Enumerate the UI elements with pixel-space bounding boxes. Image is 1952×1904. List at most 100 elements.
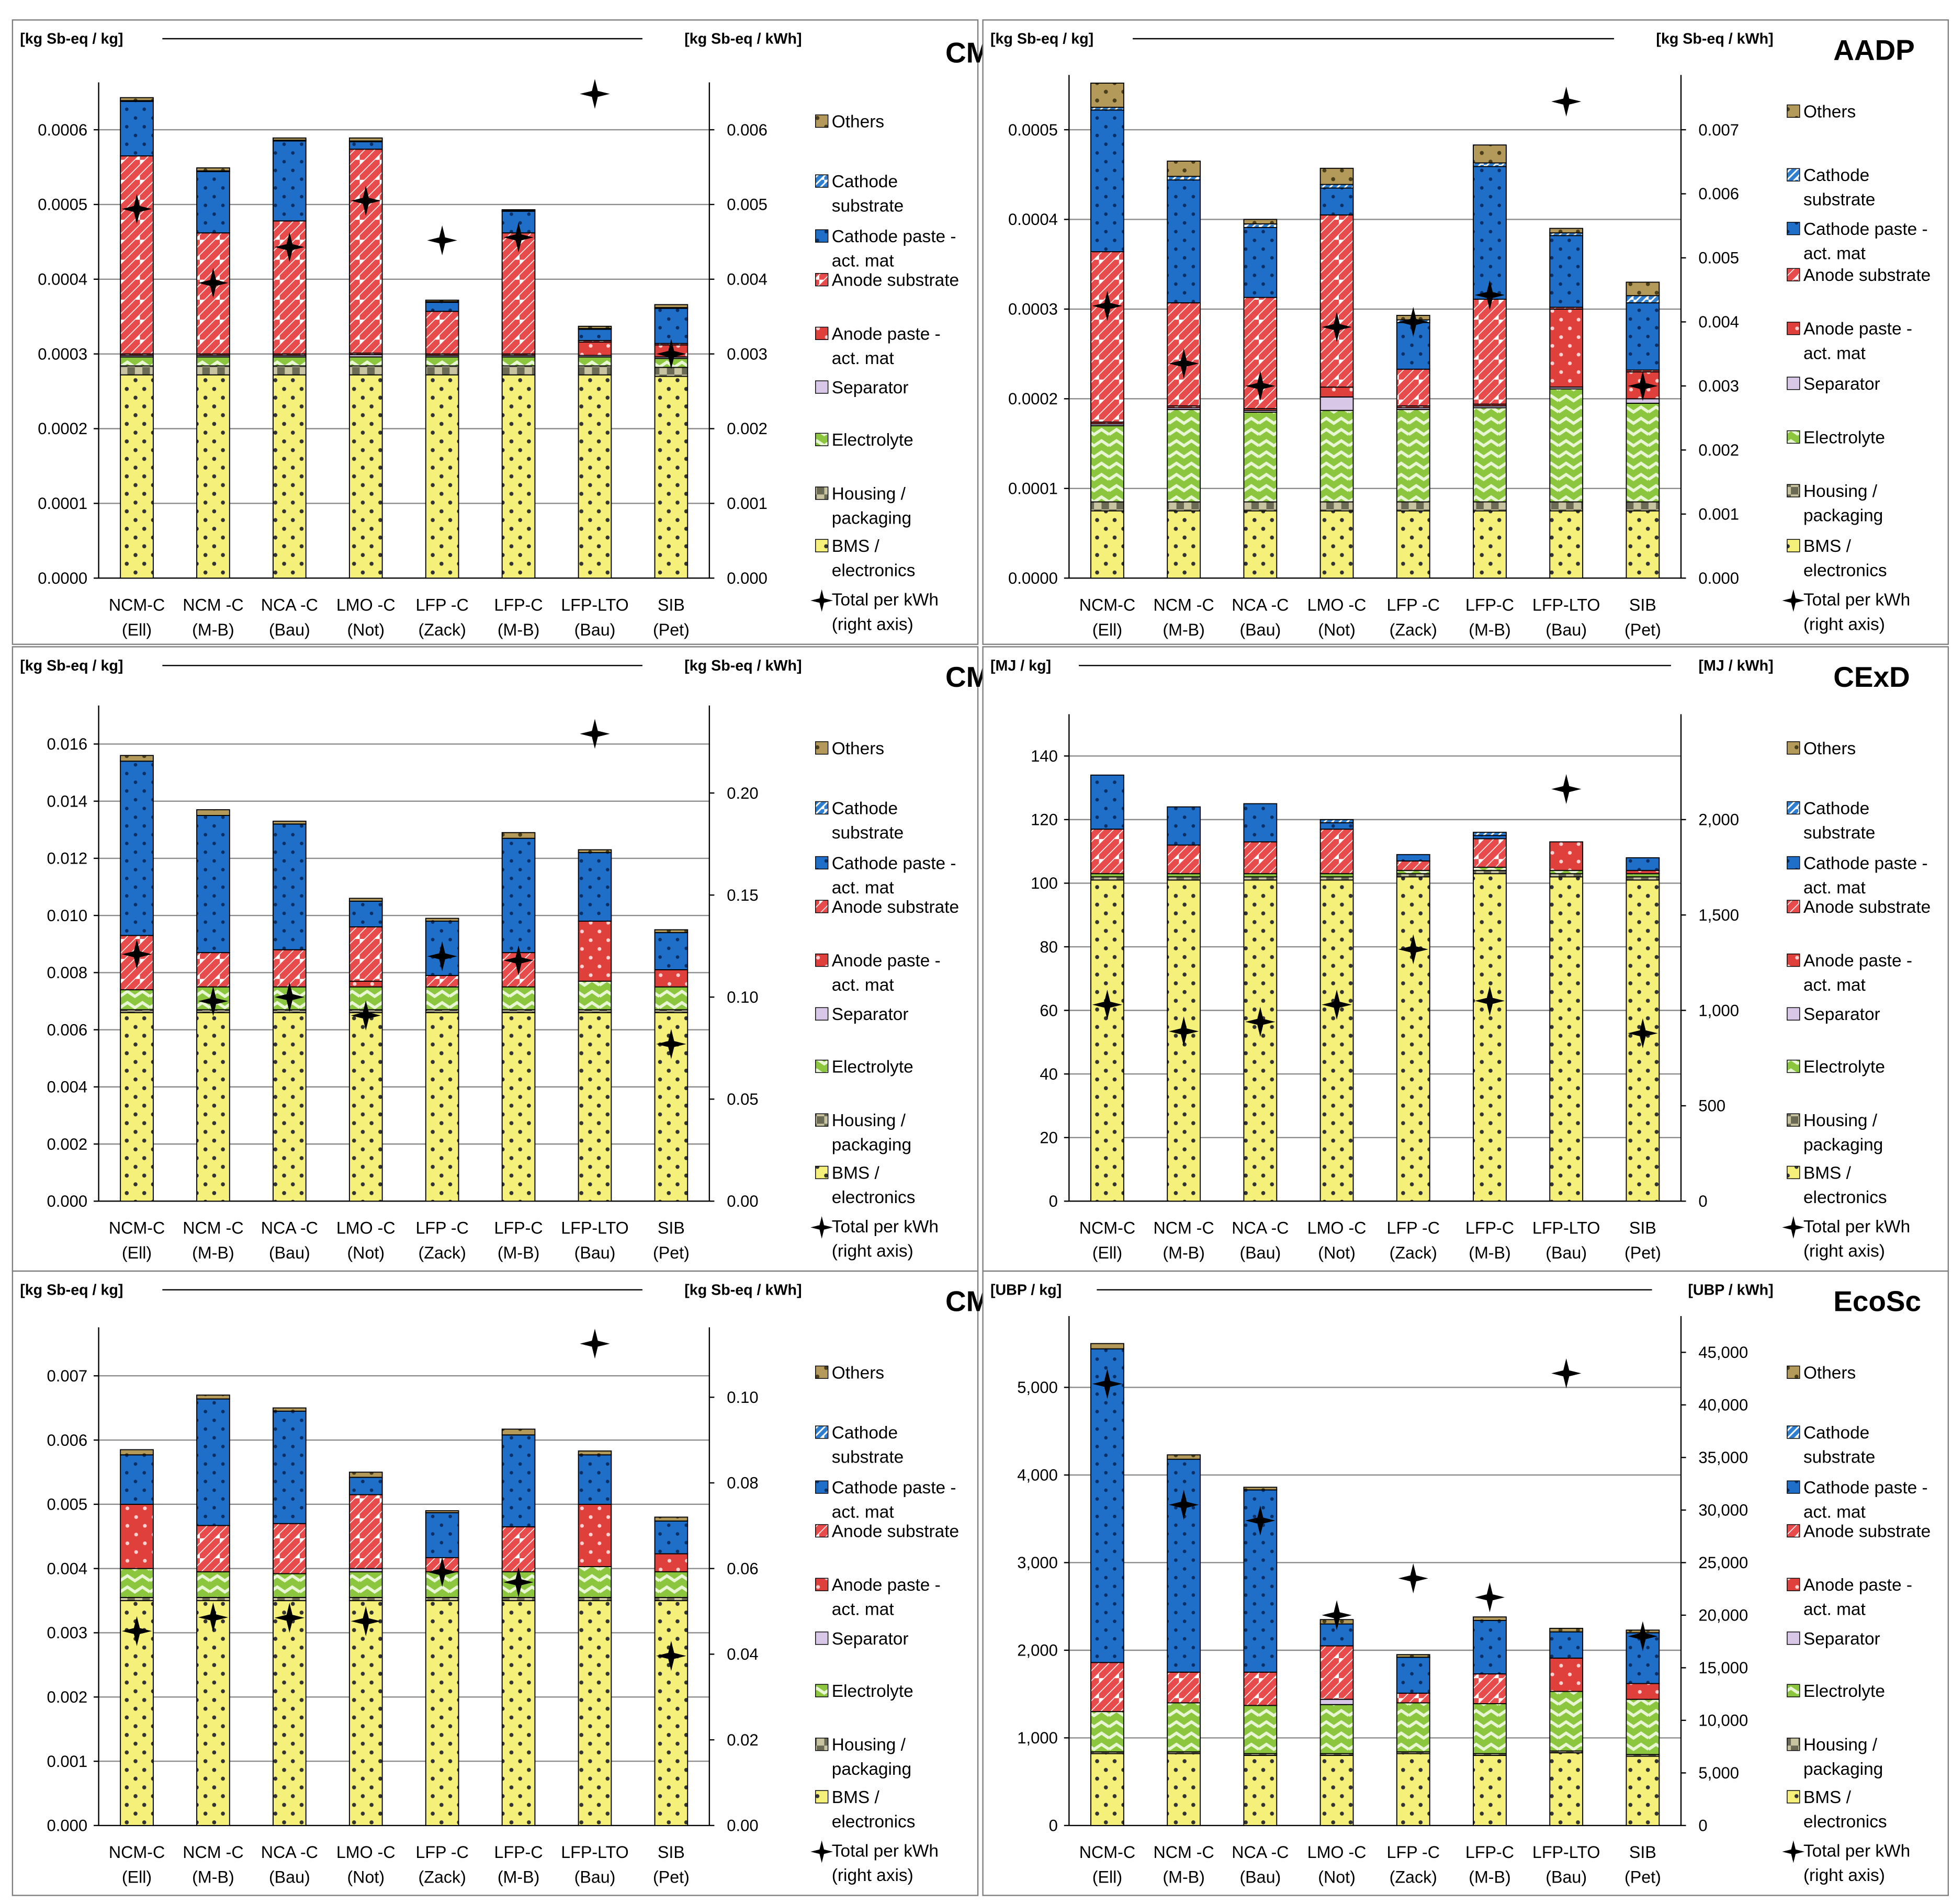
bar-segment-bms — [1549, 510, 1584, 579]
y-left-tick-label: 0.0004 — [1008, 210, 1058, 229]
bar-segment-cathode-paste — [1167, 179, 1201, 303]
x-tick-label: NCM-C — [109, 1843, 165, 1862]
bar-segment-anode-substrate — [1473, 1673, 1507, 1705]
y-right-tick-label: 0.02 — [727, 1731, 758, 1749]
x-tick-label: LMO -C — [336, 1218, 396, 1237]
x-tick-sublabel: (Ell) — [122, 620, 152, 639]
total-per-kwh-marker — [656, 1641, 686, 1671]
legend-label-anode-substrate: Anode substrate — [832, 271, 959, 290]
legend-label-electrolyte: Electrolyte — [1803, 1682, 1885, 1701]
bar-segment-others — [425, 917, 459, 922]
y-right-tick-label: 0.002 — [1698, 441, 1739, 459]
x-tick-sublabel: (M-B) — [1469, 1868, 1511, 1887]
y-right-tick-label: 30,000 — [1698, 1501, 1748, 1520]
x-tick-sublabel: (Bau) — [269, 620, 310, 639]
y-right-tick-label: 0.10 — [727, 1388, 758, 1407]
x-tick-sublabel: (Bau) — [574, 620, 616, 639]
bar-segment-cathode-paste — [196, 171, 230, 234]
right-axis-unit-label: [kg Sb-eq / kWh] — [684, 1282, 802, 1298]
bar-segment-anode-paste — [1626, 1683, 1660, 1700]
legend-swatch-others — [1787, 104, 1800, 118]
x-tick-sublabel: (Bau) — [1239, 620, 1281, 639]
total-per-kwh-marker — [1169, 1016, 1199, 1047]
x-tick-sublabel: (Bau) — [1239, 1243, 1281, 1262]
x-tick-label: LFP-LTO — [1532, 1218, 1600, 1237]
bar-segment-cathode-paste — [273, 1410, 307, 1524]
x-tick-label: SIB — [658, 1218, 685, 1237]
y-left-tick-label: 0.0000 — [38, 569, 87, 587]
x-tick-label: NCM -C — [1153, 595, 1214, 614]
legend-label-bms: BMS / — [832, 1163, 880, 1183]
bar-segment-electrolyte — [1396, 409, 1430, 503]
total-per-kwh-marker — [427, 941, 457, 971]
x-tick-sublabel: (M-B) — [192, 620, 234, 639]
x-tick-sublabel: (Ell) — [122, 1868, 152, 1887]
x-tick-label: NCM -C — [1153, 1218, 1214, 1237]
bar-segment-cathode-substrate — [1319, 819, 1354, 823]
x-tick-sublabel: (Bau) — [574, 1868, 616, 1887]
legend-swatch-others — [815, 114, 829, 128]
legend-label-cathode-paste: act. mat — [1803, 1502, 1866, 1522]
bar-segment-bms — [1626, 510, 1660, 579]
x-tick-label: LFP-C — [494, 1843, 543, 1862]
legend-label-bms: electronics — [1803, 1188, 1887, 1207]
bar-segment-cathode-paste — [120, 100, 154, 157]
y-right-tick-label: 0.000 — [1698, 569, 1739, 587]
y-right-tick-label: 0.15 — [727, 886, 758, 904]
x-tick-label: LFP-C — [1465, 1218, 1514, 1237]
legend-label-anode-paste: Anode paste - — [1803, 320, 1912, 339]
bar-segment-anode-substrate — [348, 149, 383, 354]
legend-swatch-separator — [1787, 377, 1800, 390]
legend-swatch-total — [1782, 1216, 1805, 1239]
legend-swatch-cathode-substrate — [815, 174, 829, 188]
total-per-kwh-marker — [1398, 1563, 1428, 1594]
total-per-kwh-marker — [1092, 1368, 1123, 1399]
bar-segment-housing — [1473, 501, 1507, 512]
x-tick-label: NCM -C — [183, 1843, 243, 1862]
y-left-tick-label: 0.0001 — [1008, 480, 1058, 498]
y-right-tick-label: 0.003 — [1698, 377, 1739, 395]
bar-segment-bms — [1473, 1754, 1507, 1826]
legend-swatch-anode-paste — [815, 326, 829, 341]
bar-segment-bms — [1090, 1753, 1124, 1826]
y-right-tick-label: 0.04 — [727, 1645, 758, 1663]
legend-swatch-cathode-substrate — [1787, 168, 1800, 182]
x-tick-sublabel: (M-B) — [192, 1868, 234, 1887]
y-left-tick-label: 0.012 — [47, 849, 87, 868]
total-per-kwh-marker — [274, 982, 304, 1012]
y-right-tick-label: 1,000 — [1698, 1001, 1739, 1019]
bar-segment-cathode-paste — [120, 1454, 154, 1505]
bar-segment-cathode-paste — [1167, 806, 1201, 846]
y-left-tick-label: 2,000 — [1017, 1641, 1058, 1660]
x-tick-sublabel: (Not) — [347, 1868, 385, 1887]
y-left-tick-label: 0.006 — [47, 1431, 87, 1449]
bar-segment-housing — [273, 365, 307, 376]
legend-label-housing: Housing / — [832, 484, 906, 504]
x-tick-sublabel: (Bau) — [1545, 620, 1587, 639]
bar-segment-cathode-substrate — [1167, 176, 1201, 180]
legend-label-others: Others — [832, 112, 884, 131]
x-tick-sublabel: (Ell) — [1092, 1243, 1122, 1262]
y-left-tick-label: 0.0006 — [38, 121, 87, 139]
bar-segment-bms — [425, 1012, 459, 1202]
bar-segment-cathode-paste — [1626, 302, 1660, 371]
bar-segment-bms — [348, 1600, 383, 1826]
left-axis-unit-label: [kg Sb-eq / kg] — [20, 1282, 123, 1298]
legend-label-cathode-paste: act. mat — [832, 252, 895, 271]
bar-segment-anode-substrate — [1243, 841, 1278, 875]
total-per-kwh-marker — [1092, 990, 1123, 1020]
bar-segment-anode-substrate — [1167, 1671, 1201, 1704]
legend-swatch-anode-paste — [1787, 322, 1800, 335]
legend-label-total: (right axis) — [832, 1866, 913, 1885]
x-tick-sublabel: (Not) — [347, 1243, 385, 1262]
bar-segment-bms — [196, 1600, 230, 1826]
bar-segment-electrolyte — [1626, 1698, 1660, 1755]
legend-swatch-electrolyte — [1787, 430, 1800, 444]
bar-segment-others — [196, 809, 230, 816]
legend-label-housing: Housing / — [1803, 482, 1878, 501]
bar-segment-electrolyte — [1167, 1702, 1201, 1753]
legend-swatch-electrolyte — [815, 1684, 829, 1697]
bar-segment-others — [1167, 161, 1201, 177]
bar-segment-anode-substrate — [348, 926, 383, 982]
